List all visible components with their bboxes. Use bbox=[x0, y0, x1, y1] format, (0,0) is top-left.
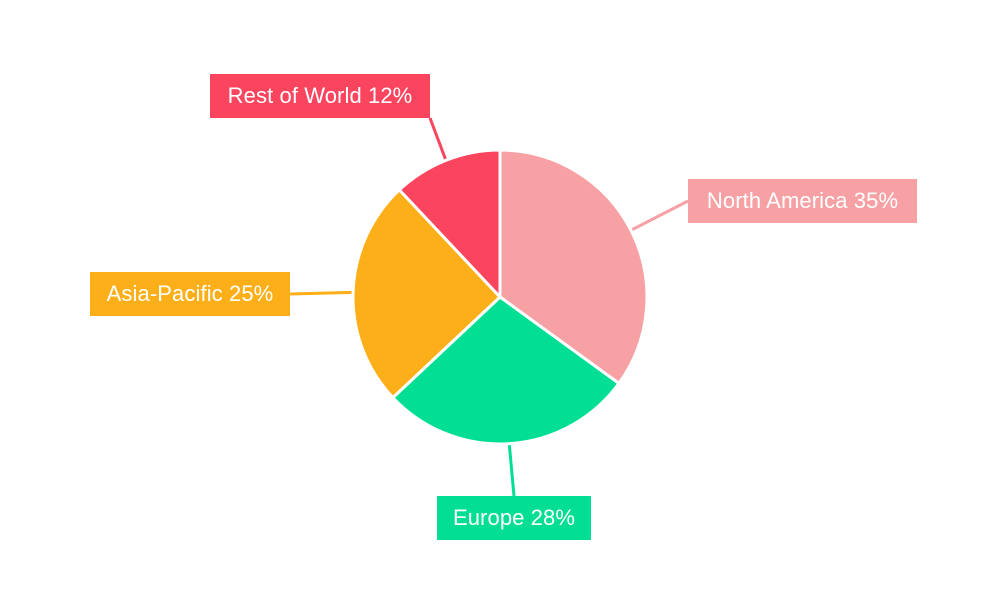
leader-line-europe bbox=[507, 443, 516, 497]
pie-label-europe[interactable]: Europe 28% bbox=[437, 496, 591, 540]
pie-slice-north-america[interactable] bbox=[498, 148, 649, 385]
leader-line-north-america bbox=[630, 199, 689, 232]
leader-line-group bbox=[289, 117, 689, 497]
pie-label-asia-pacific[interactable]: Asia-Pacific 25% bbox=[90, 272, 290, 316]
leader-line-asia-pacific bbox=[289, 290, 354, 296]
pie-label-north-america[interactable]: North America 35% bbox=[688, 179, 917, 223]
pie-slice-asia-pacific[interactable] bbox=[351, 188, 502, 400]
pie-slice-group bbox=[351, 148, 649, 446]
pie-slice-europe[interactable] bbox=[391, 295, 621, 446]
pie-label-rest-of-world[interactable]: Rest of World 12% bbox=[210, 74, 430, 118]
leader-line-rest-of-world bbox=[428, 117, 448, 161]
pie-slice-rest-of-world[interactable] bbox=[397, 148, 502, 299]
